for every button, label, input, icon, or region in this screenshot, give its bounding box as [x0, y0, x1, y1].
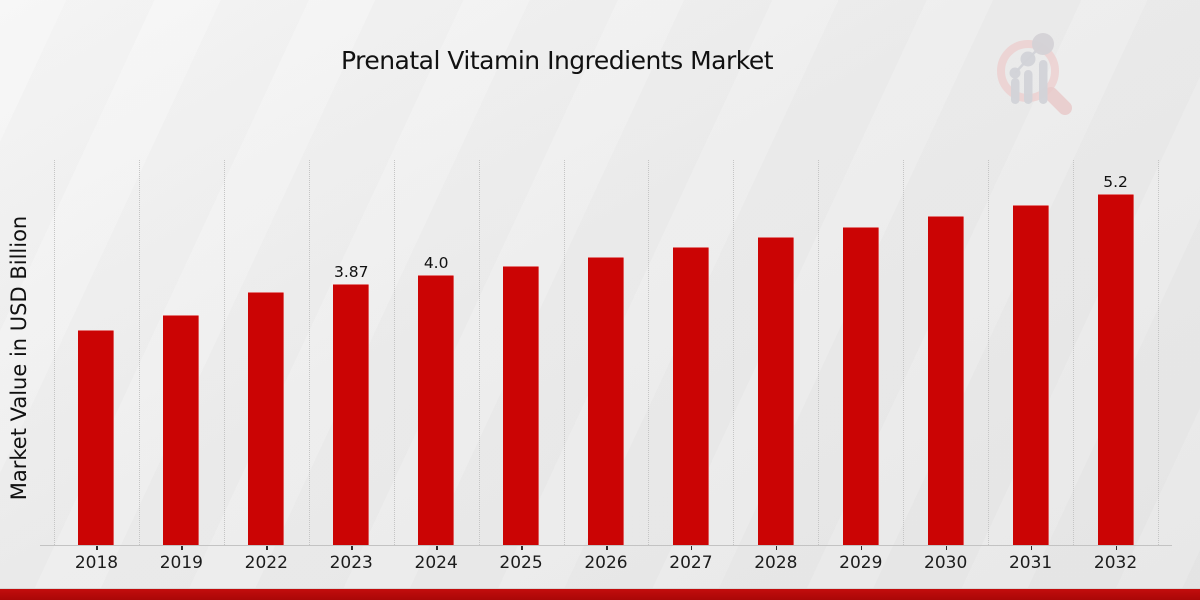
magnifier-bar-chart-logo [997, 33, 1072, 115]
bar-2031 [1012, 205, 1049, 545]
x-axis-tick [690, 546, 693, 550]
data-label-2024: 4.0 [423, 253, 449, 272]
vertical-gridline [54, 160, 55, 545]
x-axis-tick [96, 546, 98, 550]
logo-dot-large-icon [1032, 33, 1054, 55]
x-axis-tick [606, 546, 608, 550]
x-tick-label-2026: 2026 [584, 553, 628, 573]
vertical-gridline [1158, 160, 1159, 545]
x-axis-tick [351, 546, 353, 550]
bar-2028 [757, 237, 794, 545]
logo-dot-medium-icon [1020, 51, 1036, 67]
bar-2030 [927, 216, 964, 545]
bar-2027 [672, 247, 709, 545]
x-axis-tick [521, 546, 523, 550]
x-tick-label-2030: 2030 [924, 553, 968, 573]
vertical-gridline [563, 160, 565, 545]
vertical-gridline [393, 160, 395, 545]
x-axis-line [40, 545, 1172, 546]
logo-bar-small-icon [1011, 78, 1020, 104]
x-tick-label-2019: 2019 [159, 553, 203, 573]
x-tick-label-2024: 2024 [414, 553, 458, 573]
bar-2025 [503, 266, 540, 545]
x-axis-tick [181, 546, 183, 550]
vertical-gridline [308, 160, 310, 545]
bottom-accent-band [0, 588, 1200, 600]
x-tick-label-2025: 2025 [499, 553, 543, 573]
x-axis-tick [775, 546, 778, 550]
x-axis-tick [945, 546, 948, 550]
x-tick-label-2027: 2027 [669, 553, 713, 573]
bar-2029 [842, 226, 879, 545]
magnifier-handle-icon [1044, 87, 1072, 115]
x-axis-tick [436, 546, 438, 550]
vertical-gridline [818, 160, 820, 545]
x-tick-label-2018: 2018 [74, 553, 119, 573]
bar-2024 [418, 274, 455, 545]
x-tick-label-2022: 2022 [244, 553, 288, 573]
vertical-gridline [223, 160, 225, 545]
x-tick-label-2032: 2032 [1093, 553, 1138, 573]
x-axis-tick [1115, 546, 1118, 550]
bar-2018 [78, 329, 115, 545]
x-tick-label-2031: 2031 [1008, 553, 1053, 573]
bar-2032 [1097, 193, 1134, 545]
logo-bar-tall-icon [1039, 60, 1048, 104]
x-axis-tick [266, 546, 268, 550]
data-label-2032: 5.2 [1103, 172, 1128, 191]
x-tick-label-2028: 2028 [754, 553, 798, 573]
x-axis-tick [1030, 546, 1033, 550]
bar-2026 [588, 256, 624, 545]
bar-2022 [248, 292, 285, 545]
vertical-gridline [648, 160, 650, 545]
x-axis-tick [860, 546, 863, 550]
logo-dot-small-icon [1009, 67, 1021, 79]
vertical-gridline [903, 160, 905, 545]
data-label-2023: 3.87 [333, 262, 369, 281]
vertical-gridline [733, 160, 735, 545]
plot-area: 2018 2019 2022 2023 3.87 2024 4.0 2025 2026 2027 2… [40, 160, 1172, 573]
logo-bar-medium-icon [1024, 70, 1033, 104]
chart-title: Prenatal Vitamin Ingredients Market [340, 46, 774, 75]
vertical-gridline [138, 160, 140, 545]
y-axis-label: Market Value in USD Billion [7, 215, 31, 501]
x-tick-label-2029: 2029 [839, 553, 883, 573]
vertical-gridline [478, 160, 480, 545]
bar-2023 [333, 283, 370, 545]
vertical-gridline [1073, 160, 1075, 545]
vertical-gridline [988, 160, 990, 545]
bar-2019 [163, 315, 200, 545]
x-tick-label-2023: 2023 [329, 553, 373, 573]
